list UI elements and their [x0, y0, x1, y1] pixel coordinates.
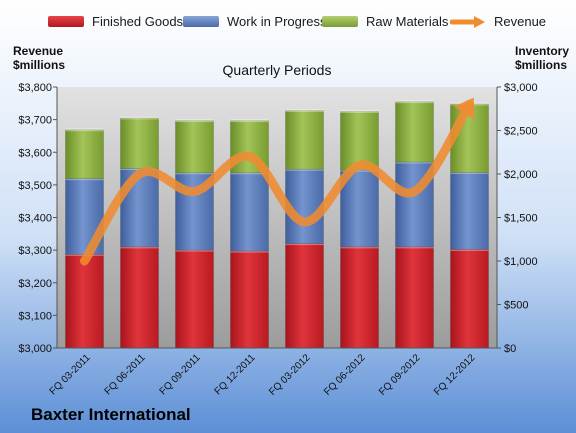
y-right-tick-label: $500	[504, 300, 528, 312]
legend-swatch-finished-goods	[48, 16, 84, 27]
y-left-tick-label: $3,000	[18, 343, 52, 355]
bar-cap-raw-materials-2	[175, 119, 214, 123]
bar-raw-materials-4	[285, 110, 324, 170]
bar-work-in-progress-5	[340, 169, 379, 248]
legend-swatch-raw-materials	[322, 16, 358, 27]
bar-raw-materials-6	[395, 101, 434, 163]
legend: Finished Goods Work in Progress Raw Mate…	[0, 14, 576, 36]
legend-label-raw-materials: Raw Materials	[366, 14, 449, 29]
legend-arrow-icon	[450, 15, 485, 28]
y-left-tick-label: $3,200	[18, 278, 52, 290]
legend-item-revenue: Revenue	[450, 14, 546, 29]
y-left-tick-label: $3,600	[18, 147, 52, 159]
bar-work-in-progress-3	[230, 172, 269, 252]
bar-finished-goods-2	[175, 249, 214, 349]
company-name: Baxter International	[31, 405, 191, 424]
bar-finished-goods-5	[340, 246, 379, 349]
y-left-title-line2: $millions	[13, 58, 66, 72]
bar-finished-goods-7	[450, 249, 489, 349]
bar-finished-goods-1	[120, 246, 159, 349]
y-right-tick-label: $1,500	[504, 213, 538, 225]
legend-label-revenue: Revenue	[494, 14, 547, 29]
bar-raw-materials-5	[340, 111, 379, 171]
y-left-tick-label: $3,500	[18, 180, 52, 192]
axes-layer	[53, 86, 501, 349]
bar-work-in-progress-1	[120, 168, 159, 248]
y-right-tick-label: $3,000	[504, 82, 538, 94]
y-right-title-line1: Inventory	[515, 44, 570, 58]
bar-work-in-progress-7	[450, 172, 489, 250]
y-right-tick-label: $0	[504, 343, 516, 355]
bar-raw-materials-2	[175, 120, 214, 174]
y-right-title-line2: $millions	[515, 58, 568, 72]
y-left-tick-label: $3,700	[18, 115, 52, 127]
legend-label-finished-goods: Finished Goods	[92, 14, 184, 29]
revenue-arrow-head	[454, 97, 475, 120]
bar-cap-raw-materials-5	[340, 109, 379, 113]
y-right-tick-label: $2,000	[504, 169, 538, 181]
legend-swatch-work-in-progress	[183, 16, 219, 27]
y-left-tick-label: $3,100	[18, 310, 52, 322]
y-right-tick-label: $1,000	[504, 256, 538, 268]
y-left-title-line1: Revenue	[13, 44, 64, 58]
y-left-tick-label: $3,400	[18, 213, 52, 225]
y-left-tick-label: $3,300	[18, 245, 52, 257]
revenue-line	[80, 99, 474, 266]
legend-item-finished-goods: Finished Goods	[48, 14, 183, 29]
bar-cap-raw-materials-3	[230, 119, 269, 123]
y-left-tick-label: $3,800	[18, 82, 52, 94]
bar-raw-materials-0	[65, 129, 104, 179]
bar-cap-raw-materials-1	[120, 116, 159, 120]
y-left-axis-title: Revenue $millions	[13, 44, 65, 72]
bar-finished-goods-6	[395, 246, 434, 349]
bar-cap-raw-materials-0	[65, 128, 104, 132]
bar-cap-raw-materials-4	[285, 108, 324, 112]
legend-item-work-in-progress: Work in Progress	[183, 14, 326, 29]
y-right-axis-title: Inventory $millions	[515, 44, 569, 72]
bar-finished-goods-0	[65, 254, 104, 349]
chart-title: Quarterly Periods	[223, 62, 332, 78]
bar-finished-goods-4	[285, 243, 324, 349]
legend-item-raw-materials: Raw Materials	[322, 14, 448, 29]
bar-raw-materials-1	[120, 117, 159, 169]
y-right-tick-label: $2,500	[504, 126, 538, 138]
legend-label-work-in-progress: Work in Progress	[227, 14, 327, 29]
revenue-line-layer	[80, 97, 475, 266]
bar-cap-raw-materials-6	[395, 100, 434, 104]
bar-finished-goods-3	[230, 250, 269, 349]
